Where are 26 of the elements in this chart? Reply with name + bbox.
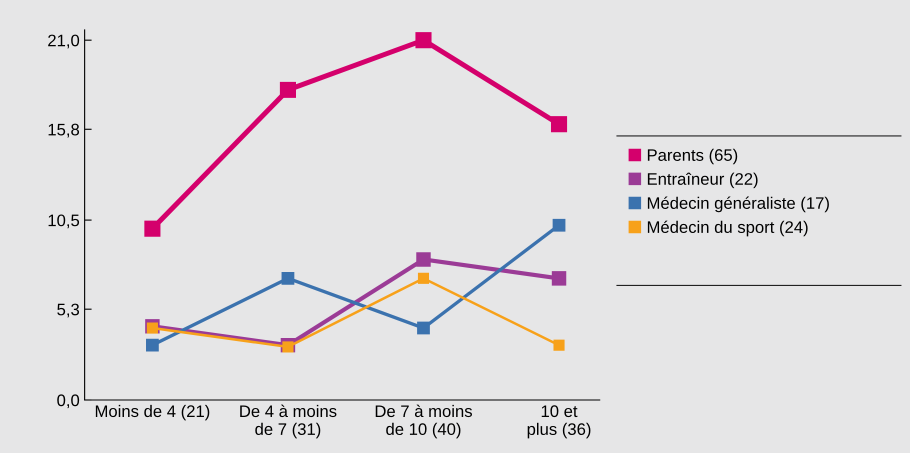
x-tick-label: Moins de 4 (21) <box>96 404 210 420</box>
point <box>418 272 430 284</box>
legend-label: Médecin du sport (24) <box>648 220 808 236</box>
point <box>550 116 568 132</box>
point <box>144 220 160 237</box>
point <box>282 272 294 285</box>
y-tick-label: 0,0 <box>57 394 80 408</box>
legend-label: Médecin généraliste (17) <box>648 196 829 212</box>
x-tick-label: De 7 à moins de 10 (40) <box>376 404 472 438</box>
y-tick-label: 10,5 <box>48 214 80 228</box>
point <box>415 32 432 48</box>
x-tick-label: 10 et plus (36) <box>528 405 590 438</box>
point <box>146 338 159 352</box>
y-tick-label: 15,8 <box>48 124 80 138</box>
point <box>417 322 430 334</box>
point <box>553 340 565 351</box>
point <box>416 252 431 267</box>
legend-label: Parents (65) <box>648 148 738 164</box>
legend-label: Entraîneur (22) <box>648 172 758 188</box>
y-tick-label: 5,3 <box>57 304 80 318</box>
x-tick-label: De 4 à moins de 7 (31) <box>240 404 336 438</box>
point <box>146 322 158 334</box>
point <box>552 271 566 286</box>
point <box>280 82 296 98</box>
y-tick-label: 21,0 <box>48 34 80 48</box>
point <box>552 218 566 232</box>
